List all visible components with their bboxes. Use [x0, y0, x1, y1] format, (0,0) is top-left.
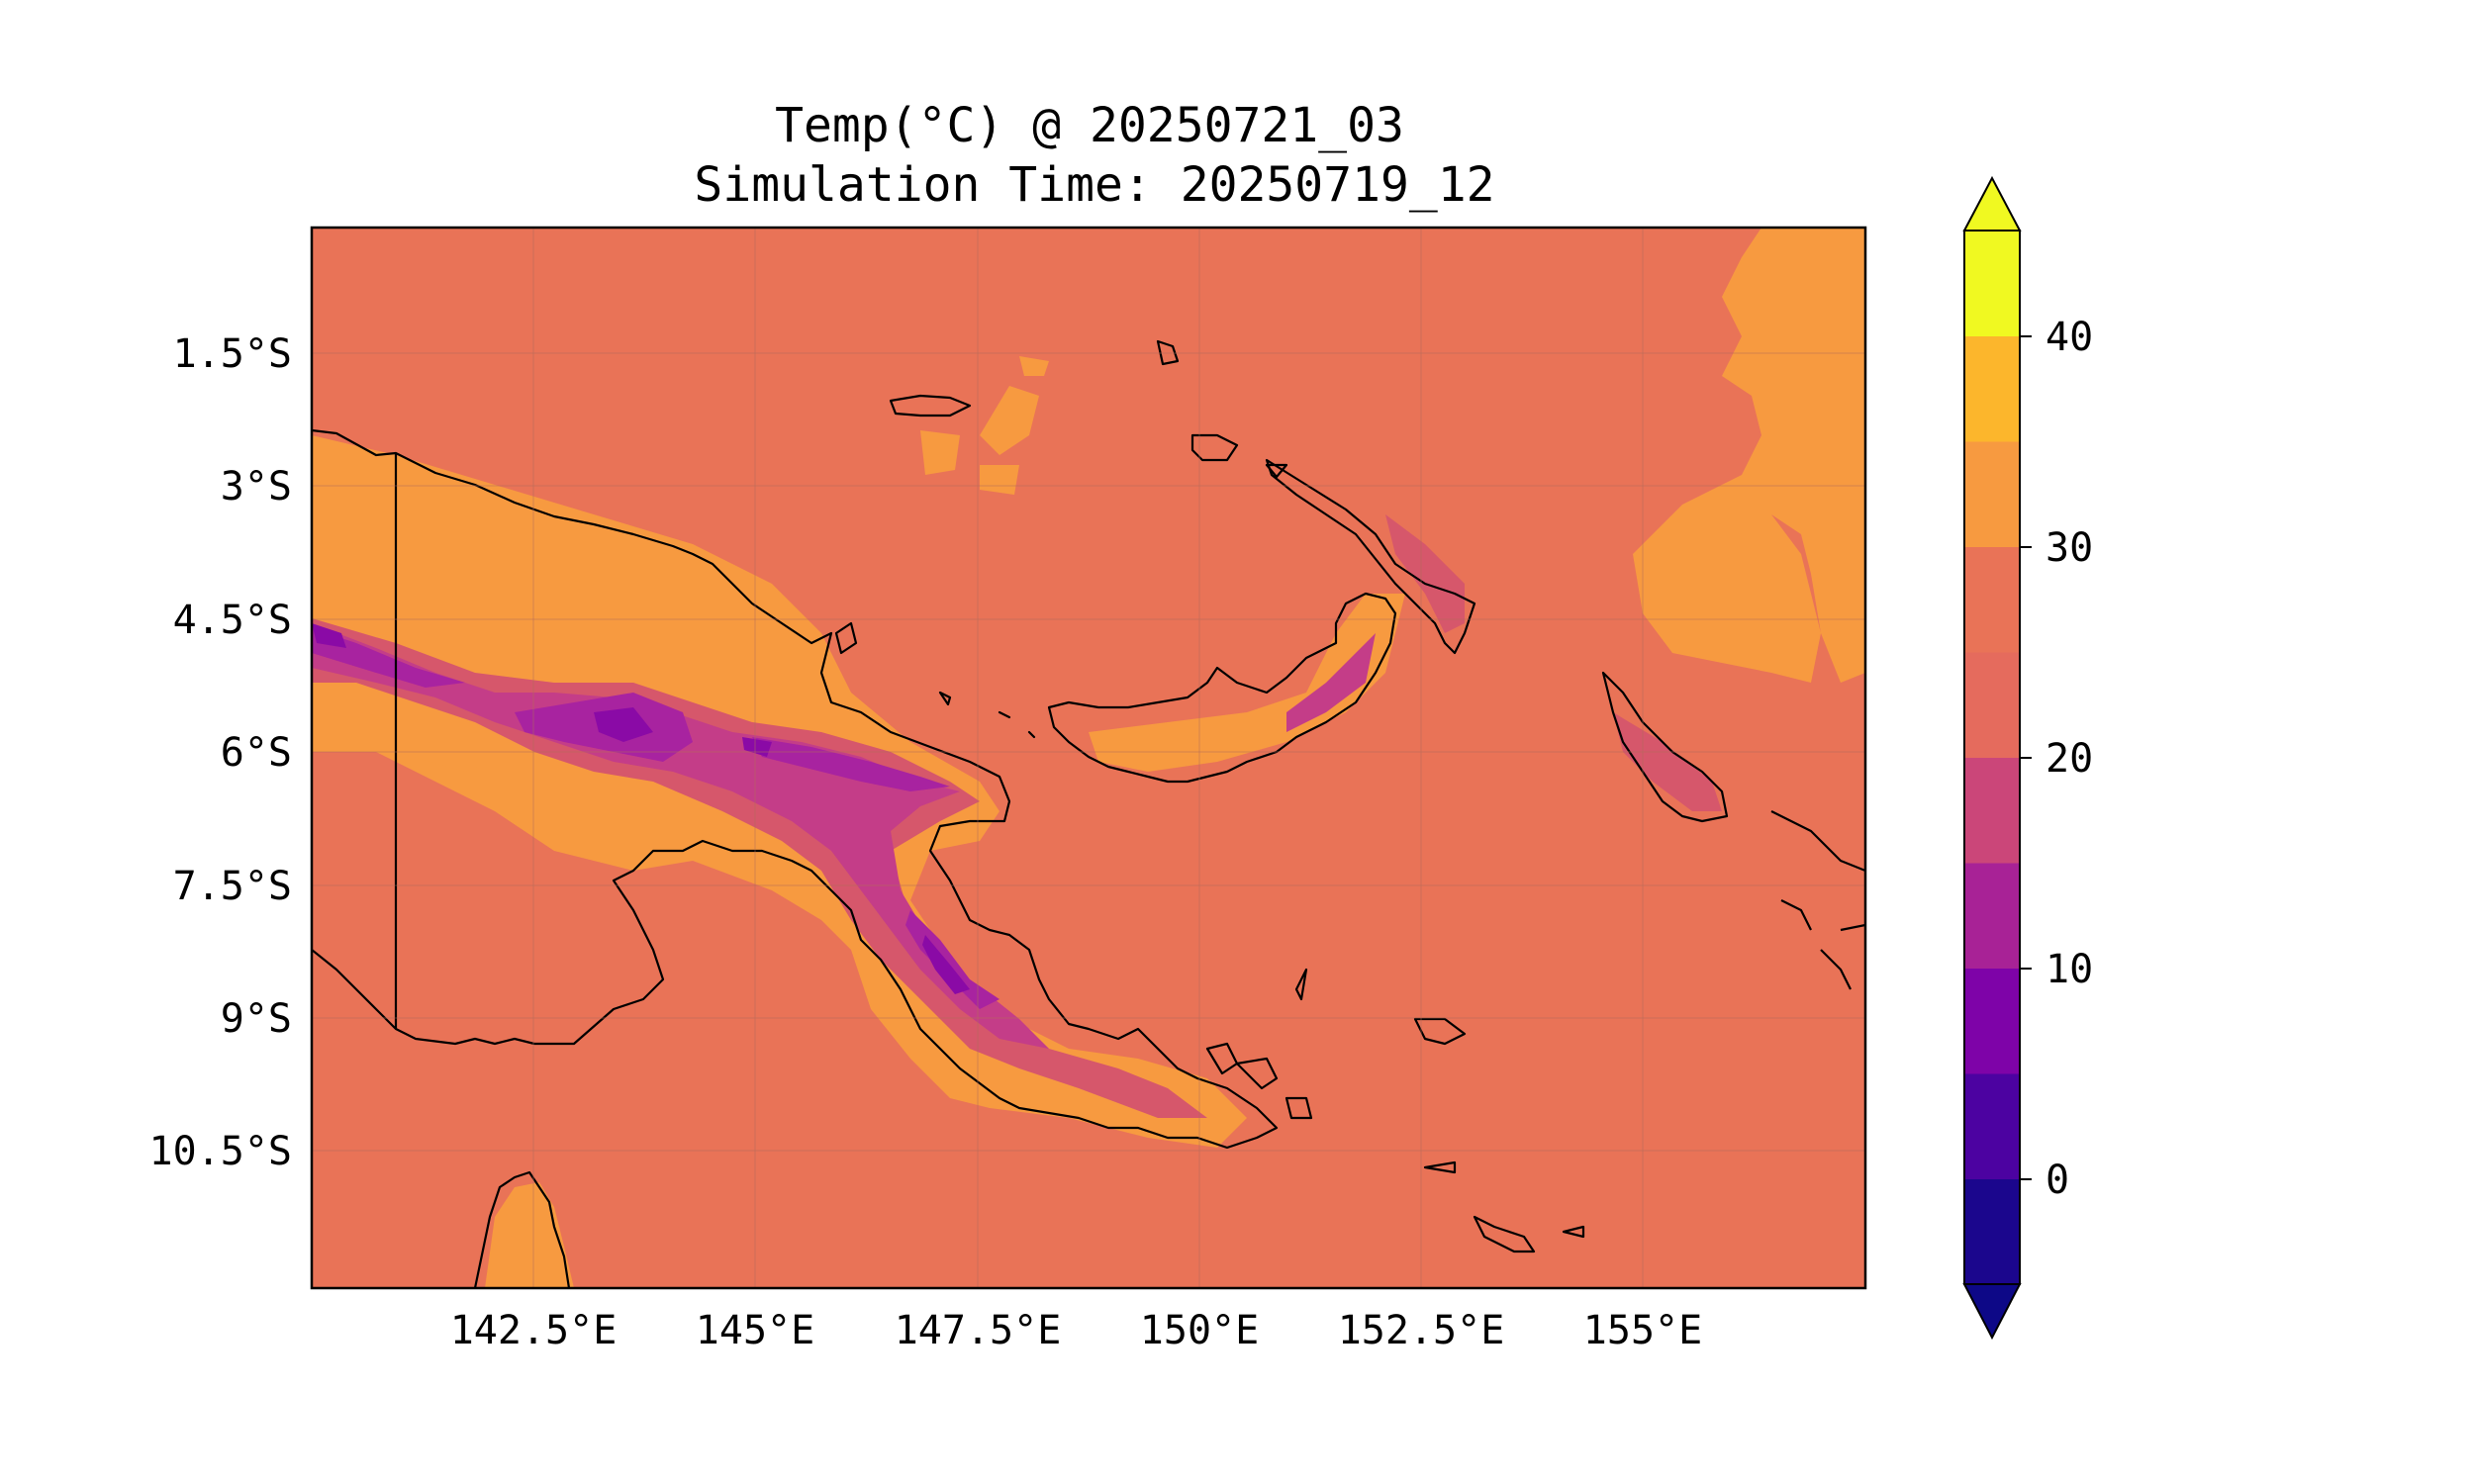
- map-frame: [310, 226, 1867, 1290]
- colorbar: 0 10 20 30 40: [1962, 175, 2093, 1341]
- x-tick-label: 150°E: [1140, 1308, 1259, 1353]
- new-britain-band-20: [1286, 633, 1376, 732]
- colorbar-tick-label: 10: [2046, 947, 2093, 992]
- northeast-warm-region: [1633, 228, 1865, 683]
- new-ireland-band: [1385, 514, 1465, 633]
- colorbar-tick-label: 30: [2046, 525, 2093, 571]
- colorbar-over-triangle: [1962, 175, 2022, 232]
- y-tick-label: 4.5°S: [173, 598, 292, 643]
- colorbar-band: [1964, 652, 2020, 758]
- trobriand-islands: [1205, 1017, 1467, 1120]
- gridlines: [312, 228, 1865, 1288]
- cape-york-warm-band: [485, 1182, 574, 1288]
- colorbar-band: [1964, 1178, 2020, 1285]
- colorbar-band: [1964, 335, 2020, 442]
- x-tick-label: 152.5°E: [1338, 1308, 1505, 1353]
- manus-islands: [1156, 339, 1288, 479]
- x-tick-label: 155°E: [1583, 1308, 1702, 1353]
- colorbar-tick-labels: 0 10 20 30 40: [2046, 315, 2093, 1203]
- colorbar-band: [1964, 1073, 2020, 1179]
- y-tick-label: 6°S: [221, 730, 292, 776]
- colorbar-band: [1964, 231, 2020, 336]
- y-tick-label: 10.5°S: [149, 1129, 293, 1174]
- colorbar-bands: [1964, 231, 2020, 1285]
- colorbar-tick-label: 40: [2046, 315, 2093, 360]
- solomon-coastline: [1770, 810, 1865, 990]
- title-line-2: Simulation Time: 20250719_12: [694, 157, 1494, 213]
- x-tick-label: 145°E: [696, 1308, 814, 1353]
- bougainville-coastline: [1601, 671, 1729, 823]
- new-britain-coastline: [1047, 592, 1397, 784]
- small-islands: [834, 621, 1308, 1001]
- highlands-band-10-15: [312, 628, 999, 1009]
- title-line-1: Temp(°C) @ 20250721_03: [775, 98, 1404, 153]
- coastlines: [312, 339, 1865, 1288]
- temperature-field: [312, 228, 1865, 1288]
- colorbar-tick-label: 0: [2046, 1158, 2069, 1203]
- colorbar-band: [1964, 968, 2020, 1074]
- y-tick-label: 9°S: [221, 996, 292, 1042]
- colorbar-band: [1964, 863, 2020, 969]
- map-panel: 142.5°E 145°E 147.5°E 150°E 152.5°E 155°…: [149, 226, 1867, 1353]
- admiralty-island: [889, 394, 972, 417]
- colorbar-band: [1964, 546, 2020, 653]
- new-ireland-coastline: [1265, 458, 1476, 655]
- x-tick-label: 147.5°E: [895, 1308, 1062, 1353]
- louisiade-islands: [1423, 1160, 1585, 1253]
- y-tick-labels: 1.5°S 3°S 4.5°S 6°S 7.5°S 9°S 10.5°S: [149, 331, 293, 1174]
- y-tick-label: 7.5°S: [173, 864, 292, 909]
- colorbar-under-triangle: [1962, 1283, 2022, 1341]
- new-guinea-coastline: [312, 428, 1279, 1150]
- highlands-band-20-25: [312, 618, 1207, 1118]
- north-island-warm-patches: [920, 356, 1049, 495]
- y-tick-label: 1.5°S: [173, 331, 292, 377]
- x-tick-labels: 142.5°E 145°E 147.5°E 150°E 152.5°E 155°…: [450, 1308, 1703, 1353]
- colorbar-band: [1964, 757, 2020, 864]
- bougainville-band: [1613, 712, 1722, 811]
- x-tick-label: 142.5°E: [450, 1308, 618, 1353]
- cape-york-coastline: [473, 1170, 571, 1288]
- colorbar-tick-label: 20: [2046, 736, 2093, 782]
- colorbar-tick-marks: [2020, 335, 2032, 1180]
- colorbar-band: [1964, 441, 2020, 547]
- new-britain-warm-band: [1089, 594, 1405, 772]
- y-tick-label: 3°S: [221, 464, 292, 510]
